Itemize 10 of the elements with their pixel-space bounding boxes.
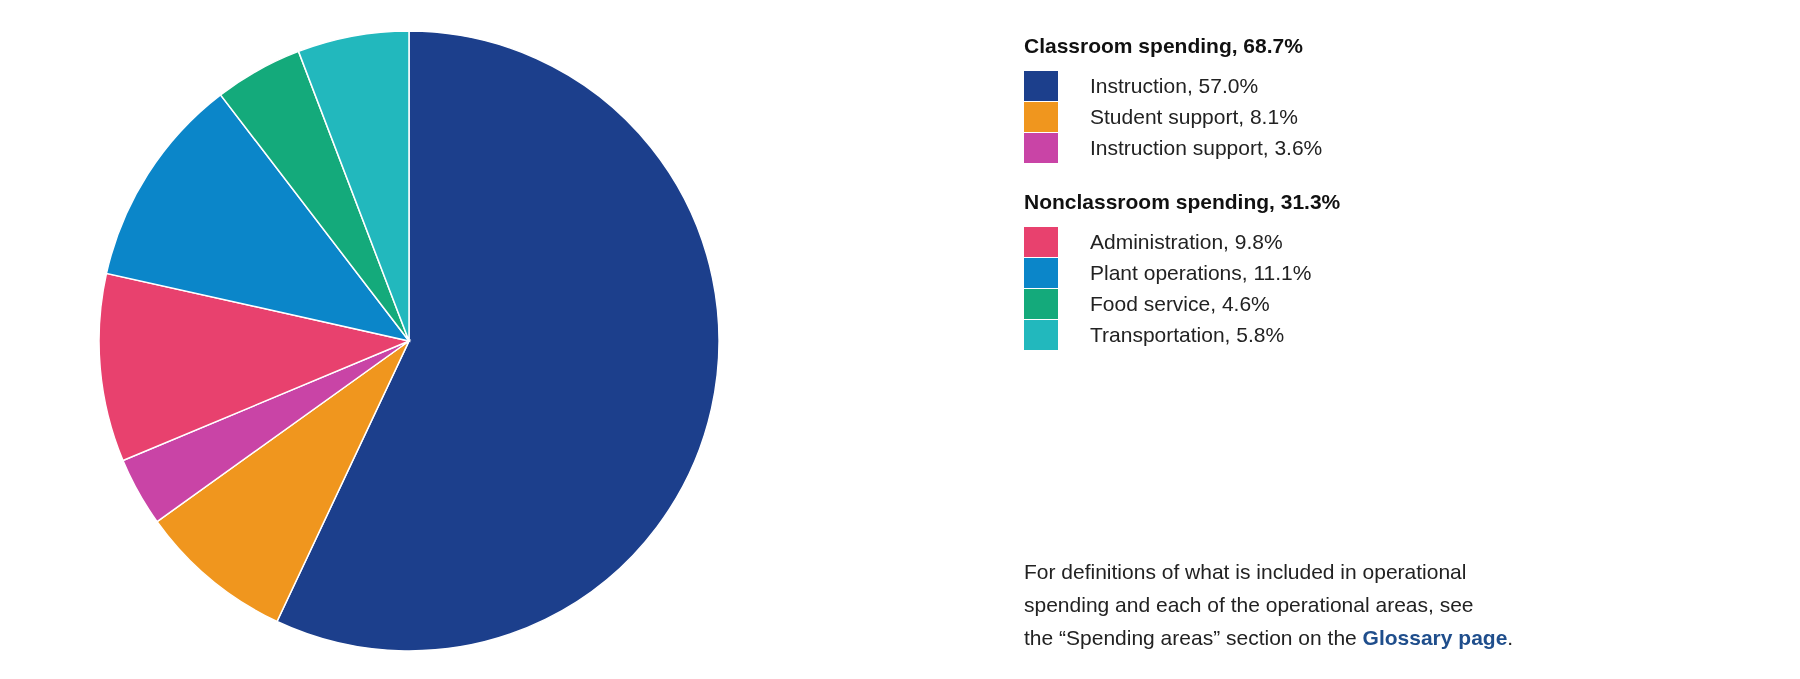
legend-label: Plant operations, 11.1% xyxy=(1090,261,1312,284)
legend-label: Food service, 4.6% xyxy=(1090,292,1270,315)
legend-label: Administration, 9.8% xyxy=(1090,230,1283,253)
legend-label: Instruction, 57.0% xyxy=(1090,74,1259,97)
text: Classroom spending, 68.7% xyxy=(1024,34,1304,57)
text: For definitions of what is included in operational spending and each of the operational areas, see the “Spending areas” section on the Glossary page. xyxy=(1024,560,1514,649)
legend-label: Transportation, 5.8% xyxy=(1090,323,1285,346)
legend-label: Instruction support, 3.6% xyxy=(1090,136,1323,159)
text: Nonclassroom spending, 31.3% xyxy=(1024,190,1341,213)
legend-label: Student support, 8.1% xyxy=(1090,105,1298,128)
